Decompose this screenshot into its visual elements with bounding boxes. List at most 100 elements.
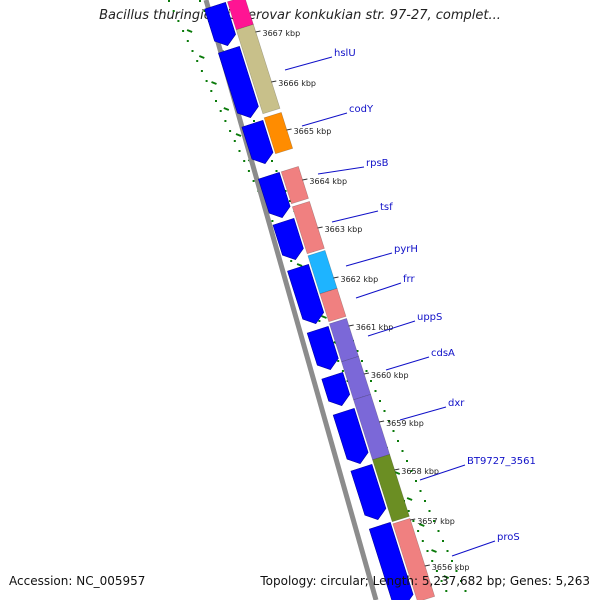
gene-label-hslu: hslU bbox=[334, 48, 356, 59]
gc-dot bbox=[361, 360, 363, 362]
kbp-label: 3657 kbp bbox=[417, 517, 455, 526]
kbp-label: 3663 kbp bbox=[325, 225, 363, 234]
gc-dot bbox=[186, 40, 189, 42]
gc-dot bbox=[407, 510, 410, 512]
cog-block bbox=[291, 201, 325, 255]
kbp-tick bbox=[410, 518, 416, 521]
cds-arrow bbox=[321, 372, 351, 407]
kbp-tick bbox=[348, 324, 354, 327]
gc-dot bbox=[289, 200, 291, 202]
cog-block bbox=[263, 112, 294, 155]
gc-dot bbox=[388, 420, 390, 422]
gc-dot bbox=[374, 390, 377, 392]
gc-dot bbox=[238, 150, 241, 152]
kbp-label: 3667 kbp bbox=[263, 29, 301, 38]
gc-dot bbox=[203, 10, 206, 12]
gc-dot bbox=[426, 550, 429, 552]
gc-dot bbox=[451, 560, 453, 562]
gene-label-pyrh: pyrH bbox=[394, 244, 418, 255]
cds-arrow-track bbox=[204, 2, 414, 600]
kbp-tick bbox=[255, 30, 261, 33]
kbp-tick bbox=[424, 564, 430, 567]
gene-leader-line bbox=[355, 282, 402, 299]
gene-leader-line bbox=[317, 166, 365, 175]
gc-dot bbox=[445, 590, 448, 592]
gene-leader-line bbox=[345, 252, 393, 267]
gc-dash bbox=[211, 81, 217, 85]
cds-arrow bbox=[368, 522, 414, 600]
gc-dot bbox=[205, 80, 208, 82]
gc-dot bbox=[356, 350, 359, 352]
gc-dot bbox=[271, 220, 274, 222]
gene-label-cody: codY bbox=[349, 104, 374, 115]
kbp-label: 3656 kbp bbox=[432, 563, 470, 572]
gc-dot bbox=[229, 130, 232, 132]
gc-dot bbox=[412, 520, 415, 522]
gc-dot bbox=[383, 410, 386, 412]
gc-dot bbox=[253, 120, 255, 122]
gc-dot bbox=[168, 0, 170, 2]
gc-dot bbox=[275, 170, 278, 172]
gc-dot bbox=[247, 170, 250, 172]
map-title: Bacillus thuringiensis serovar konkukian… bbox=[99, 8, 501, 23]
cds-arrow bbox=[204, 2, 236, 47]
gene-label-rpsb: rpsB bbox=[366, 158, 389, 169]
gc-dash bbox=[406, 497, 413, 501]
kbp-tick bbox=[271, 80, 277, 83]
gc-dot bbox=[337, 360, 340, 362]
gc-dot bbox=[370, 380, 372, 382]
gene-leader-line bbox=[284, 56, 333, 71]
gc-dash bbox=[223, 107, 230, 111]
kbp-label: 3659 kbp bbox=[386, 419, 424, 428]
gene-leader-line bbox=[301, 112, 348, 127]
gc-dot bbox=[252, 180, 255, 182]
accession-number: NC_005957 bbox=[76, 574, 146, 588]
gene-label-pros: proS bbox=[497, 532, 520, 543]
gc-dot bbox=[406, 460, 408, 462]
gc-dot bbox=[446, 550, 449, 552]
gc-dash bbox=[394, 471, 401, 475]
gc-dash bbox=[418, 523, 425, 527]
kbp-tick bbox=[286, 128, 292, 131]
gc-dot bbox=[379, 400, 381, 402]
gc-dot bbox=[215, 100, 217, 102]
gc-dash bbox=[321, 315, 327, 319]
gene-leader-line bbox=[451, 540, 496, 557]
gc-dot bbox=[365, 370, 368, 372]
kbp-label: 3661 kbp bbox=[356, 323, 394, 332]
gc-dot bbox=[428, 510, 431, 512]
kbp-tick bbox=[394, 468, 400, 471]
gc-dash bbox=[186, 29, 193, 33]
gc-dash bbox=[198, 55, 205, 59]
cds-arrow bbox=[306, 326, 339, 371]
topology-info: Topology: circular; Length: 5,237,682 bp… bbox=[260, 574, 590, 588]
gene-leader-line bbox=[367, 320, 416, 337]
gc-dot bbox=[460, 580, 462, 582]
gc-dash bbox=[235, 133, 242, 137]
gc-dot bbox=[224, 120, 227, 122]
gc-dot bbox=[392, 430, 395, 432]
gc-dot bbox=[318, 320, 321, 322]
gc-dot bbox=[437, 530, 440, 532]
kbp-tick bbox=[317, 226, 323, 229]
kbp-tick bbox=[363, 372, 369, 375]
kbp-tick bbox=[302, 178, 308, 181]
gc-dot bbox=[410, 470, 413, 472]
cog-color-track bbox=[227, 0, 436, 600]
kbp-label: 3665 kbp bbox=[294, 127, 332, 136]
kbp-tick bbox=[379, 420, 385, 423]
gc-dot bbox=[424, 500, 426, 502]
cds-arrow bbox=[241, 120, 274, 165]
gene-label-bt9727_3561: BT9727_3561 bbox=[467, 456, 536, 467]
gene-label-dxr: dxr bbox=[448, 398, 465, 409]
gc-dot bbox=[455, 570, 458, 572]
kbp-tick bbox=[333, 276, 339, 279]
cog-block bbox=[235, 24, 281, 115]
gene-leader-line bbox=[399, 406, 447, 421]
gc-dot bbox=[271, 160, 273, 162]
kbp-label: 3658 kbp bbox=[401, 467, 439, 476]
gc-dot bbox=[397, 440, 399, 442]
kbp-label: 3666 kbp bbox=[278, 79, 316, 88]
gene-labels: hslU codY rpsB tsf pyrH frr uppS cdsA dxr BT9727_… bbox=[284, 48, 536, 557]
gc-dot bbox=[177, 20, 180, 22]
